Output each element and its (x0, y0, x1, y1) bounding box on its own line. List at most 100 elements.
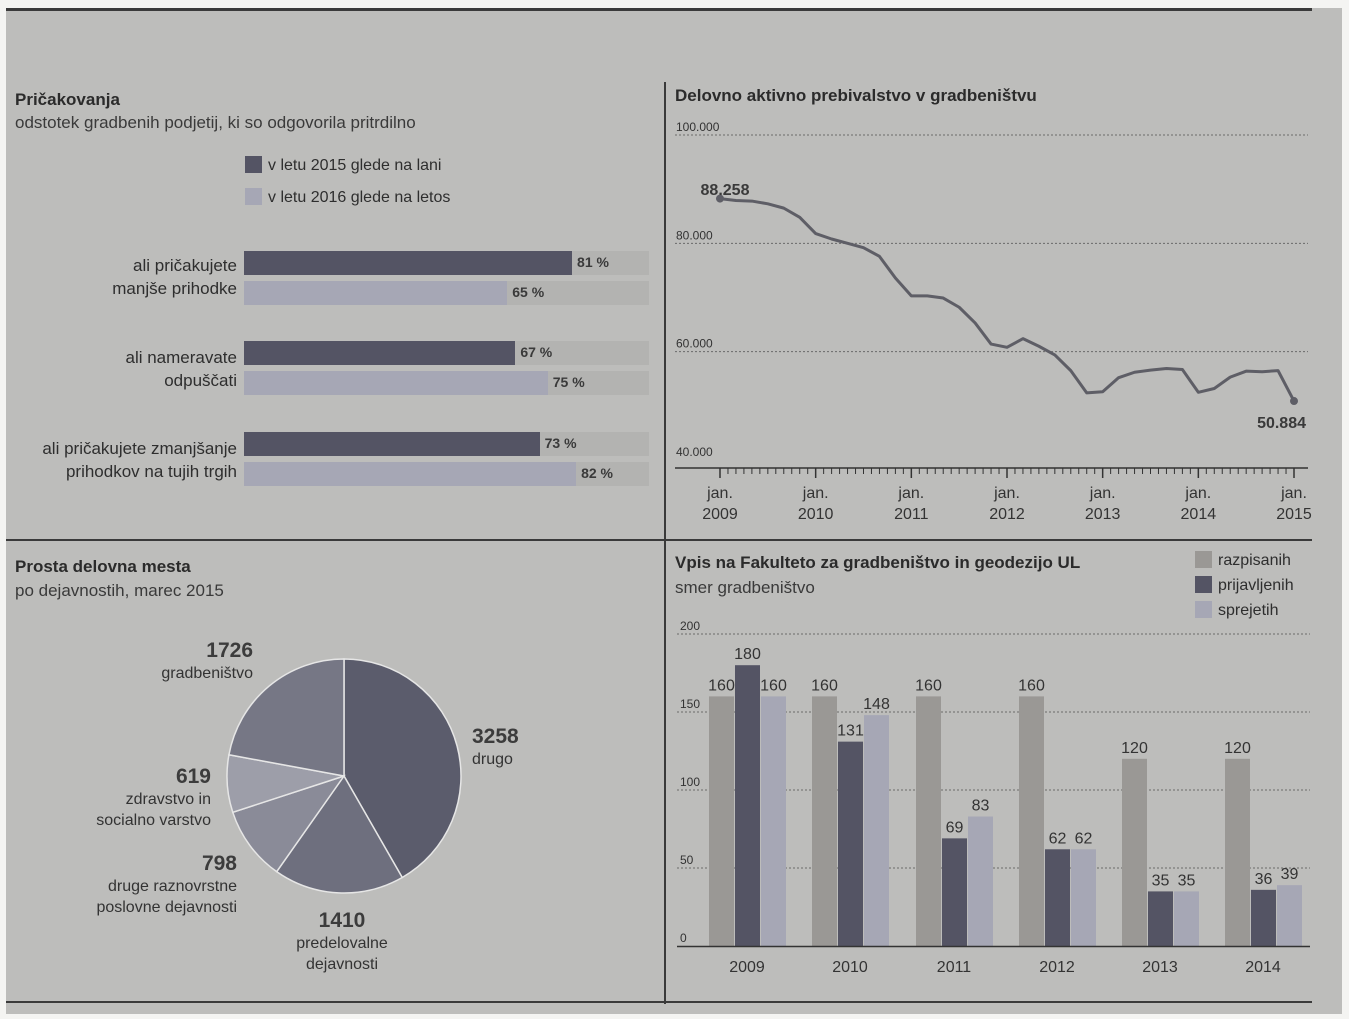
bar-sprejetih (761, 696, 786, 946)
legend-label-2016: v letu 2016 glede na letos (268, 189, 451, 206)
expectations-subtitle: odstotek gradbenih podjetij, ki so odgov… (15, 113, 416, 132)
bar-razpisanih (1019, 696, 1044, 946)
bar-2016 (244, 371, 548, 395)
bar-sprejetih (1277, 885, 1302, 946)
bar-track: 75 % (244, 371, 649, 395)
pie-label-drugo: 3258 drugo (472, 725, 519, 770)
vacancies-title: Prosta delovna mesta (15, 557, 191, 576)
start-value-label: 88.258 (701, 182, 750, 199)
pie-category: zdravstvo in (125, 791, 211, 808)
bar-razpisanih (812, 696, 837, 946)
bar-sprejetih (968, 816, 993, 946)
bar-value-label: 35 (1178, 872, 1196, 889)
bar-razpisanih (916, 696, 941, 946)
pie-slice-poslovne (231, 774, 346, 873)
category-label-line: manjše prihodke (112, 279, 237, 298)
x-tick-label: 2009 (702, 506, 738, 523)
bar-value-label: 83 (972, 798, 990, 815)
pie-category: dejavnosti (305, 956, 379, 973)
x-tick-label: jan. (1089, 485, 1116, 502)
bar-value-label: 69 (946, 819, 964, 836)
x-tick-label: jan. (1184, 485, 1211, 502)
category-label-line: odpuščati (164, 371, 237, 390)
vertical-rule (664, 82, 666, 1004)
legend-swatch-2015 (245, 156, 262, 173)
bar-value-label: 75 % (552, 374, 585, 390)
bar-track: 65 % (244, 281, 649, 305)
workforce-line (719, 197, 1296, 402)
legend-item-prijavljenih: prijavljenih (1195, 576, 1294, 595)
bar-value-label: 73 % (544, 435, 577, 451)
bar-sprejetih (864, 715, 889, 946)
y-tick-label: 80.000 (676, 228, 713, 242)
category-label-line: prihodkov na tujih trgih (65, 462, 237, 481)
pie-slice-predelovalne (275, 774, 404, 894)
x-tick-label: 2012 (1039, 959, 1075, 976)
category-label: ali pričakujete manjše prihodke (7, 254, 237, 300)
category-label-line: ali nameravate (125, 348, 237, 367)
x-tick-label: 2010 (798, 506, 834, 523)
y-tick-label: 50 (680, 853, 694, 867)
y-tick-label: 0 (680, 931, 687, 945)
vacancies-subtitle: po dejavnostih, marec 2015 (15, 581, 224, 600)
x-tick-label: jan. (993, 485, 1020, 502)
pie-value: 1726 (206, 639, 253, 662)
pie-label-predelovalne: 1410 predelovalne dejavnosti (272, 909, 412, 975)
bar-value-label: 62 (1075, 830, 1093, 847)
category-label-line: ali pričakujete zmanjšanje (42, 439, 237, 458)
legend-item-razpisanih: razpisanih (1195, 551, 1291, 570)
bar-2016 (244, 281, 508, 305)
y-tick-label: 150 (680, 697, 700, 711)
x-tick-label: jan. (897, 485, 924, 502)
vacancies-pie-chart (226, 658, 462, 894)
bar-track: 67 % (244, 341, 649, 365)
x-tick-label: jan. (706, 485, 733, 502)
middle-rule (6, 539, 1312, 541)
enrolment-subtitle: smer gradbeništvo (675, 578, 815, 597)
bar-value-label: 160 (708, 677, 735, 694)
pie-value: 3258 (472, 725, 519, 748)
bar-value-label: 160 (811, 677, 838, 694)
x-tick-label: 2014 (1181, 506, 1217, 523)
bar-value-label: 39 (1281, 866, 1299, 883)
bar-2015 (244, 341, 516, 365)
y-tick-label: 100.000 (676, 120, 720, 134)
workforce-title: Delovno aktivno prebivalstvo v gradbeniš… (675, 86, 1037, 105)
newspaper-page (6, 8, 1342, 1014)
bar-value-label: 148 (863, 696, 890, 713)
x-tick-label: 2013 (1142, 959, 1178, 976)
pie-slice-gradbenistvo (228, 658, 345, 777)
x-tick-label: jan. (802, 485, 829, 502)
x-tick-label: 2015 (1276, 506, 1312, 523)
bar-prijavljenih (838, 741, 863, 946)
pie-value: 1410 (318, 909, 366, 932)
legend-label: razpisanih (1218, 552, 1291, 569)
top-rule (6, 8, 1312, 11)
bar-2016 (244, 462, 577, 486)
bar-value-label: 180 (734, 646, 761, 663)
pie-category: drugo (472, 751, 513, 768)
expectations-title: Pričakovanja (15, 90, 120, 109)
pie-category: socialno varstvo (96, 812, 211, 829)
bar-value-label: 160 (1018, 677, 1045, 694)
pie-value: 798 (201, 852, 237, 875)
bar-sprejetih (1071, 849, 1096, 946)
enrolment-title: Vpis na Fakulteto za gradbeništvo in geo… (675, 553, 1081, 572)
bar-value-label: 120 (1121, 740, 1148, 757)
pie-label-gradbenistvo: 1726 gradbeništvo (103, 639, 253, 684)
y-tick-label: 200 (680, 619, 700, 633)
bar-prijavljenih (735, 665, 760, 946)
legend-item-2015: v letu 2015 glede na lani (245, 156, 441, 175)
x-tick-label: jan. (1280, 485, 1307, 502)
bar-value-label: 160 (915, 677, 942, 694)
category-label: ali nameravate odpuščati (7, 346, 237, 392)
bar-2015 (244, 251, 573, 275)
bar-value-label: 81 % (577, 254, 609, 270)
x-tick-label: 2011 (894, 506, 929, 523)
bar-value-label: 131 (837, 723, 864, 740)
bar-prijavljenih (942, 838, 967, 946)
y-tick-label: 40.000 (676, 445, 713, 459)
pie-label-zdravstvo: 619 zdravstvo in socialno varstvo (31, 765, 211, 831)
pie-category: poslovne dejavnosti (96, 899, 237, 916)
